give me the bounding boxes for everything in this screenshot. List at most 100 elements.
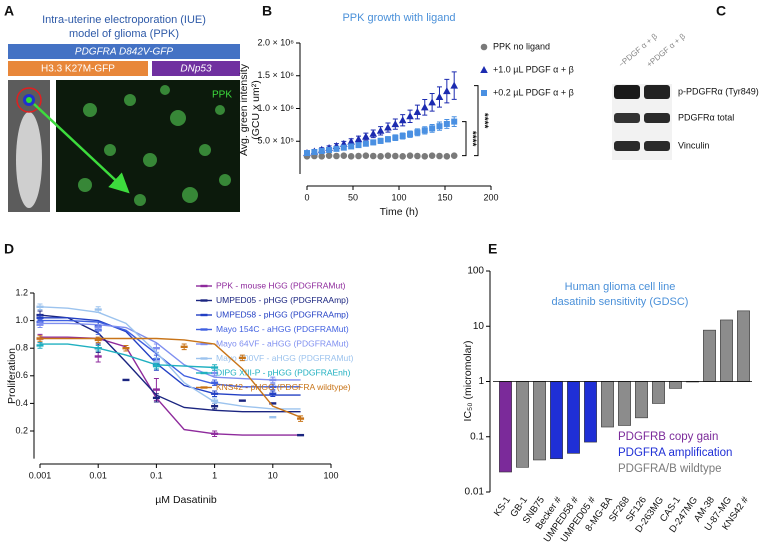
data-point: [238, 356, 246, 360]
bar: [652, 381, 665, 404]
data-point: [450, 152, 458, 159]
data-point: [333, 152, 340, 160]
data-point: [443, 87, 451, 95]
data-point: [238, 399, 246, 402]
data-point: [443, 120, 450, 127]
data-point: [414, 129, 421, 136]
data-point: [333, 145, 340, 152]
data-point: [421, 127, 428, 134]
chart-title: Human glioma cell line: [565, 281, 676, 293]
y-axis-label: Proliferation: [6, 348, 18, 404]
legend-label: +0.2 µL PDGF α + β: [493, 87, 574, 97]
legend-marker: [200, 299, 208, 302]
data-point: [435, 92, 444, 100]
x-tick-label: 0: [304, 192, 309, 202]
data-point: [451, 118, 458, 125]
y-tick-label: 0.8: [15, 343, 28, 353]
legend-label: +1.0 µL PDGF α + β: [493, 64, 574, 74]
data-point: [36, 337, 44, 340]
chart-title: dasatinib sensitivity (GDSC): [552, 296, 689, 308]
x-tick-label: 200: [483, 192, 498, 202]
data-point: [392, 152, 399, 160]
data-point: [94, 355, 102, 358]
legend-marker: [480, 43, 488, 51]
data-point: [340, 152, 348, 159]
fit-curve: [39, 314, 301, 413]
bar: [635, 381, 648, 419]
fit-curve: [40, 337, 301, 418]
data-point: [348, 143, 355, 150]
data-point: [340, 144, 347, 151]
band: [614, 141, 640, 151]
legend-label: Mayo 64VF - aHGG (PDGFRAMut): [216, 338, 349, 348]
bar: [737, 310, 750, 382]
data-point: [152, 388, 160, 391]
data-point: [269, 378, 277, 382]
data-point: [398, 116, 407, 124]
data-point: [421, 153, 429, 160]
cells: [78, 85, 231, 206]
data-point: [211, 392, 219, 395]
y-tick-label: 1: [478, 376, 484, 387]
data-point: [399, 153, 406, 160]
y-tick-label: 1.2: [15, 287, 28, 297]
y-tick-label: 0.01: [465, 487, 485, 498]
fit-curve: [40, 317, 301, 396]
legend-marker: [481, 90, 487, 96]
x-tick-label: 1: [212, 470, 217, 480]
construct-label: H3.3 K27M-GFP: [41, 64, 115, 75]
bar: [669, 381, 682, 389]
legend-marker: [200, 328, 208, 331]
fit-curve: [40, 322, 301, 381]
diagram-title: Intra-uterine electroporation (IUE): [42, 14, 206, 26]
band-label: p-PDGFRα (Tyr849): [678, 86, 759, 96]
data-point: [450, 81, 458, 89]
x-tick-label: 100: [391, 192, 406, 202]
data-point: [384, 123, 392, 131]
bar: [567, 381, 580, 454]
fit-curve: [39, 306, 301, 410]
band: [614, 113, 640, 123]
legend-label: PPK - mouse HGG (PDGFRAMut): [216, 280, 346, 290]
panel-label: E: [488, 241, 497, 257]
data-point: [362, 152, 370, 159]
y-tick-label: 5.0 × 10⁵: [257, 136, 294, 146]
data-point: [414, 152, 421, 160]
mouse-body: [16, 112, 42, 208]
y-axis-label: IC₅₀ (micromolar): [462, 341, 474, 422]
y-tick-label: 0.2: [15, 425, 28, 435]
band: [644, 85, 670, 99]
data-point: [211, 404, 219, 408]
data-point: [94, 347, 102, 350]
construct-bar: [8, 44, 240, 59]
data-point: [311, 149, 318, 156]
legend-label: DIPG XIII-P - pHGG (PDGFRAEnh): [216, 367, 351, 377]
data-point: [384, 136, 391, 143]
data-point: [436, 123, 443, 130]
tumor-signal: [26, 97, 32, 103]
band-label: PDGFRα total: [678, 112, 734, 122]
data-point: [318, 148, 325, 155]
panel-label: D: [4, 241, 14, 257]
bar: [499, 381, 512, 473]
data-point: [152, 360, 160, 364]
data-point: [152, 396, 160, 400]
data-point: [36, 316, 44, 320]
panel-label: A: [4, 3, 14, 19]
legend-label: PDGFRA amplification: [618, 447, 732, 459]
data-point: [211, 399, 219, 402]
data-point: [428, 152, 436, 159]
data-point: [180, 345, 188, 349]
data-point: [36, 323, 44, 326]
y-tick-label: 100: [467, 266, 484, 277]
tumor-circle: [16, 87, 42, 113]
significance-bracket: [474, 85, 479, 157]
legend-label: UMPED58 - pHGG (PDGFRAAmp): [216, 309, 349, 319]
construct-bar: [152, 61, 240, 76]
legend-label: Mayo 200VF - aHGG (PDGFRAMut): [216, 353, 354, 363]
y-tick-label: 0.4: [15, 398, 28, 408]
bar: [550, 381, 563, 460]
band-label: Vinculin: [678, 140, 709, 150]
data-point: [36, 344, 44, 347]
x-tick-label: 100: [323, 470, 338, 480]
